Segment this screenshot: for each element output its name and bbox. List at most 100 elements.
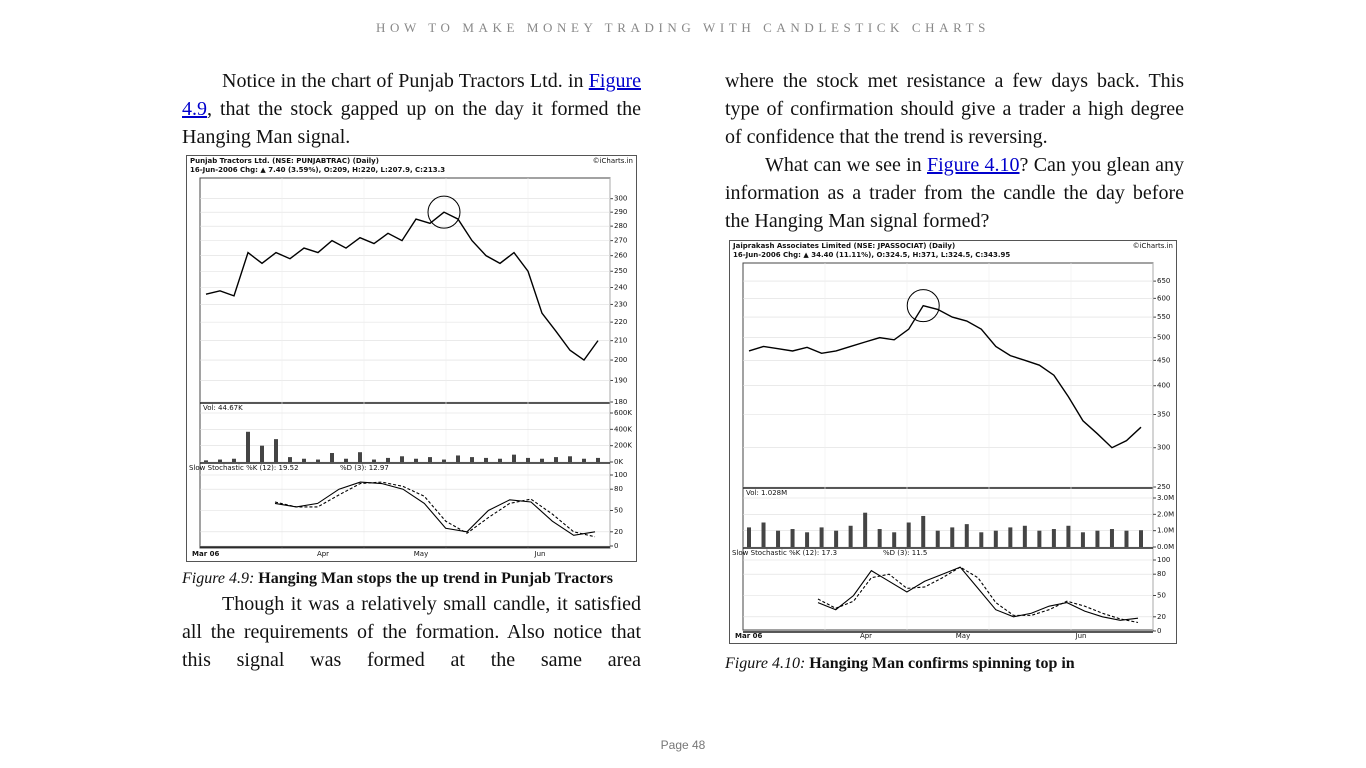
y-tick-label: 1.0M [1157, 527, 1174, 535]
y-tick-label: 500 [1157, 334, 1170, 342]
figure-chart: Jaiprakash Associates Limited (NSE: JPAS… [729, 240, 1177, 644]
figure-chart: Punjab Tractors Ltd. (NSE: PUNJABTRAC) (… [186, 155, 637, 562]
chart-stats: 16-Jun-2006 Chg: ▲ 7.40 (3.59%), O:209, … [190, 166, 445, 174]
paragraph: Though it was a relatively small candle,… [182, 593, 641, 671]
frame [186, 155, 637, 562]
x-tick-label: May [956, 632, 970, 640]
y-tick-label: 280 [614, 222, 627, 230]
running-header: HOW TO MAKE MONEY TRADING WITH CANDLESTI… [375, 20, 991, 35]
stochastic-k-label: Slow Stochastic %K (12): 17.3 [732, 549, 837, 557]
stochastic-d-label: %D (3): 12.97 [340, 464, 389, 472]
text: Notice in the chart of Punjab Tractors L… [222, 70, 589, 92]
volume-bar [372, 459, 376, 462]
y-tick-label: 400K [614, 425, 632, 433]
stochastic-d [817, 566, 1139, 624]
left-column: Notice in the chart of Punjab Tractors L… [182, 67, 641, 674]
volume-bar [834, 530, 839, 547]
y-tick-label: 2.0M [1157, 510, 1174, 518]
volume-bar [979, 532, 984, 547]
volume-bar [302, 458, 306, 462]
x-tick-label: Mar 06 [192, 550, 219, 558]
volume-bar [526, 457, 530, 462]
volume-bar [428, 457, 432, 462]
volume-bar [596, 457, 600, 462]
volume-bar [470, 457, 474, 462]
signal-circle [427, 195, 461, 229]
y-tick-label: 3.0M [1157, 494, 1174, 502]
figure-link[interactable]: Figure 4.10 [927, 154, 1020, 176]
y-tick-label: 260 [614, 252, 627, 260]
chart-source: ©iCharts.in [593, 157, 633, 165]
volume-label: Vol: 1.028M [746, 489, 787, 497]
volume-label: Vol: 44.67K [203, 404, 243, 412]
volume-bar [790, 529, 795, 547]
caption-text: Hanging Man stops the up trend in Punjab… [258, 570, 614, 587]
volume-bar [568, 456, 572, 462]
chart-source: ©iCharts.in [1133, 242, 1173, 250]
y-tick-label: 250 [614, 267, 627, 275]
caption-number: Figure 4.9: [182, 570, 255, 587]
volume-bar [218, 459, 222, 462]
volume-bar [1080, 532, 1085, 547]
volume-bar [540, 458, 544, 462]
y-tick-label: 450 [1157, 356, 1170, 364]
y-tick-label: 220 [614, 318, 627, 326]
paragraph: where the stock met resistance a few day… [725, 70, 1184, 148]
volume-bar [330, 453, 334, 462]
y-tick-label: 650 [1157, 277, 1170, 285]
chart-title: Punjab Tractors Ltd. (NSE: PUNJABTRAC) (… [190, 157, 379, 165]
y-tick-label: 270 [614, 237, 627, 245]
chart-stats: 16-Jun-2006 Chg: ▲ 34.40 (11.11%), O:324… [733, 251, 1010, 259]
paragraph: What can we see in Figure 4.10? Can you … [725, 151, 1184, 235]
volume-bar [554, 457, 558, 462]
volume-bar [1008, 527, 1013, 547]
volume-bar [964, 524, 969, 547]
volume-bar [906, 522, 911, 547]
y-tick-label: 350 [1157, 410, 1170, 418]
right-column: where the stock met resistance a few day… [725, 67, 1184, 674]
volume-bar [935, 530, 940, 547]
stochastic-k [817, 566, 1139, 621]
text: ? Can you glean any information as a tra… [725, 154, 1185, 232]
volume-bar [288, 457, 292, 462]
figure-link[interactable]: Figure 4.9 [182, 70, 641, 120]
volume-bar [921, 515, 926, 547]
volume-bar [386, 457, 390, 462]
paragraph: Notice in the chart of Punjab Tractors L… [182, 67, 641, 151]
price-line [205, 211, 599, 362]
volume-bar [1022, 525, 1027, 547]
y-tick-label: 80 [1157, 570, 1166, 578]
volume-bar [484, 457, 488, 462]
y-tick-label: 100 [1157, 556, 1170, 564]
y-tick-label: 600K [614, 409, 632, 417]
volume-bar [260, 445, 264, 462]
y-tick-label: 300 [1157, 444, 1170, 452]
volume-bar [456, 455, 460, 462]
y-tick-label: 0K [614, 458, 623, 466]
y-tick-label: 50 [614, 507, 623, 515]
y-tick-label: 240 [614, 283, 627, 291]
volume-bar [1095, 530, 1100, 547]
volume-bar [1109, 529, 1114, 547]
y-tick-label: 0.0M [1157, 543, 1174, 551]
y-tick-label: 550 [1157, 313, 1170, 321]
volume-bar [776, 530, 781, 547]
y-tick-label: 0 [1157, 627, 1161, 635]
signal-circle [906, 289, 940, 323]
y-tick-label: 20 [614, 528, 623, 536]
volume-bar [498, 458, 502, 462]
volume-bar [761, 522, 766, 547]
text: , that the stock gapped up on the day it… [182, 98, 641, 148]
y-tick-label: 80 [614, 485, 623, 493]
volume-bar [316, 459, 320, 462]
caption-text: Hanging Man confirms spinning top in [809, 655, 1075, 672]
stochastic-d [274, 481, 596, 538]
y-tick-label: 100 [614, 471, 627, 479]
y-tick-label: 180 [614, 398, 627, 406]
volume-bar [892, 532, 897, 547]
volume-bar [950, 527, 955, 547]
y-tick-label: 600 [1157, 294, 1170, 302]
volume-bar [1037, 530, 1042, 547]
y-tick-label: 50 [1157, 592, 1166, 600]
